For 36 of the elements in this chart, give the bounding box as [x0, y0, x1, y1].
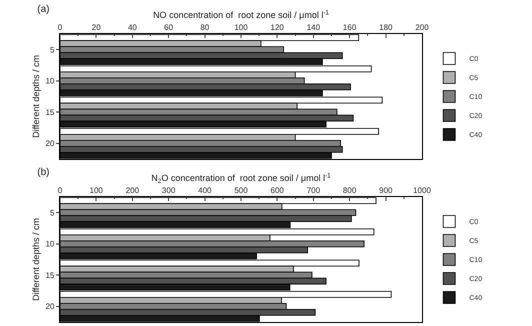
chart-title: (a)	[37, 4, 50, 15]
x-tick-label: 140	[306, 22, 321, 32]
x-tick-label: 40	[128, 22, 138, 32]
x-tick-label: 160	[342, 22, 357, 32]
x-tick-label: 400	[198, 186, 212, 195]
x-tick-label: 100	[234, 22, 248, 32]
x-tick-label: 700	[306, 186, 321, 195]
x-tick-label: 60	[164, 22, 174, 32]
x-axis-title: N$_{2}$O concentration of root zone soil / μmol l$^{-1}$	[151, 172, 332, 186]
x-tick-label: 1000	[413, 186, 432, 195]
x-tick-label: 500	[234, 186, 248, 195]
y-axis-title: Different depths / cm	[30, 218, 41, 301]
x-tick-label: 800	[342, 186, 357, 195]
y-tick-label: 10	[45, 76, 55, 86]
x-tick-label: 200	[415, 22, 430, 32]
y-tick-label: 15	[45, 270, 55, 280]
x-tick-label: 300	[162, 186, 176, 195]
y-tick-label: 20	[45, 302, 55, 312]
y-tick-label: 10	[45, 240, 55, 249]
y-tick-label: 5	[50, 45, 55, 54]
x-tick-label: 120	[270, 22, 284, 32]
x-tick-label: 0	[58, 186, 63, 195]
y-tick-label: 20	[45, 139, 55, 148]
x-tick-label: 900	[379, 186, 394, 195]
x-tick-label: 200	[126, 186, 140, 195]
x-tick-label: 600	[270, 186, 284, 195]
chart-title: (b)	[37, 166, 50, 178]
x-tick-label: 80	[200, 22, 210, 32]
x-tick-label: 100	[90, 186, 104, 195]
y-tick-label: 15	[45, 108, 55, 117]
x-tick-label: 180	[379, 22, 394, 32]
x-axis-title: NO concentration of root zone soil / μmol l$^{-1}$	[153, 9, 330, 20]
y-axis-title: Different depths / cm	[30, 55, 41, 138]
y-tick-label: 5	[50, 208, 55, 218]
x-tick-label: 20	[92, 22, 102, 32]
x-tick-label: 0	[58, 22, 63, 32]
